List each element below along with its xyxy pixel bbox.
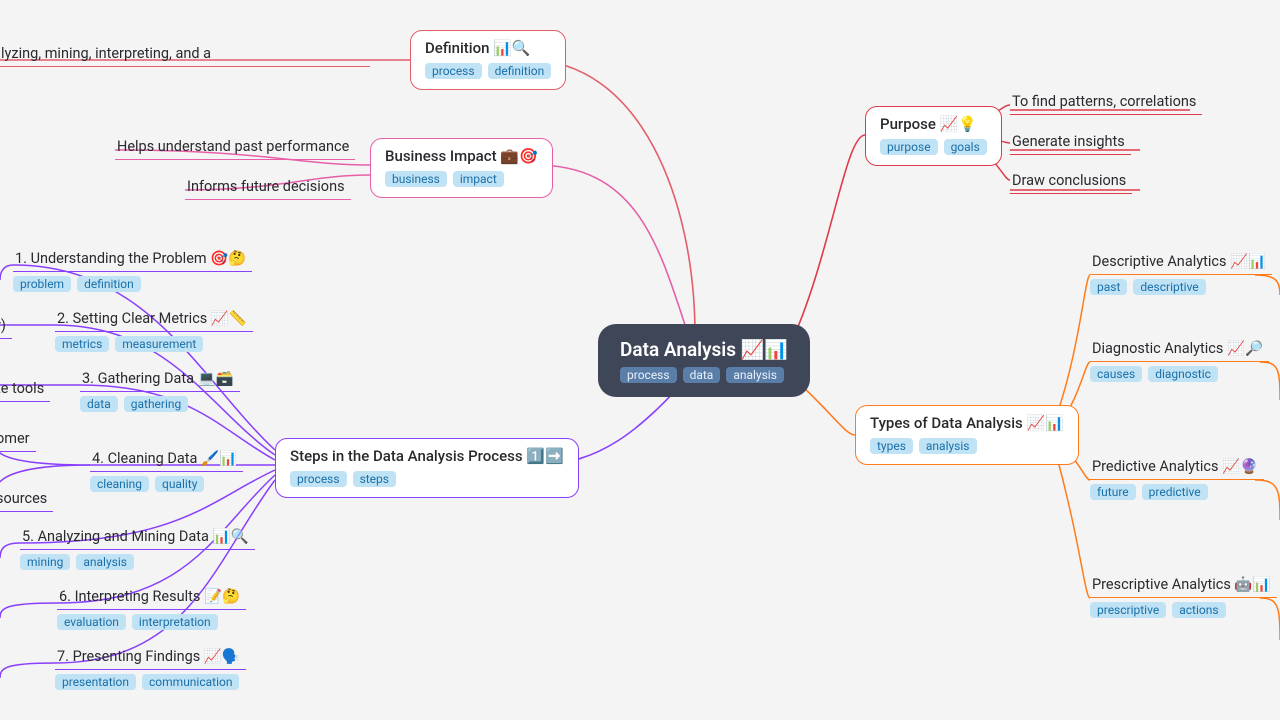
tag: purpose xyxy=(880,139,938,155)
tag: impact xyxy=(453,171,504,187)
tag: gathering xyxy=(124,396,189,412)
tag: analysis xyxy=(919,438,977,454)
node-types[interactable]: Types of Data Analysis 📈📊 types analysis xyxy=(855,405,1079,465)
fragment-omer: omer xyxy=(0,430,36,452)
leaf-types-3[interactable]: Predictive Analytics 📈🔮 future predictive xyxy=(1090,458,1264,500)
node-definition[interactable]: Definition 📊🔍 process definition xyxy=(410,30,566,90)
leaf-label: 6. Interpreting Results 📝🤔 xyxy=(57,588,246,610)
leaf-step-5[interactable]: 5. Analyzing and Mining Data 📊🔍 mining an… xyxy=(20,528,255,570)
tag: goals xyxy=(944,139,987,155)
node-tags: types analysis xyxy=(870,438,1064,454)
leaf-label: To find patterns, correlations xyxy=(1010,93,1202,115)
node-purpose[interactable]: Purpose 📈💡 purpose goals xyxy=(865,106,1002,166)
node-tags: process steps xyxy=(290,471,564,487)
leaf-definition-text[interactable]: of gathering, cleaning, analyzing, minin… xyxy=(0,45,370,67)
leaf-step-1[interactable]: 1. Understanding the Problem 🎯🤔 problem d… xyxy=(13,250,252,292)
tag: process xyxy=(290,471,347,487)
node-tags: purpose goals xyxy=(880,139,987,155)
leaf-types-4[interactable]: Prescriptive Analytics 🤖📊 prescriptive ac… xyxy=(1090,576,1277,618)
leaf-purpose-1[interactable]: To find patterns, correlations xyxy=(1010,93,1202,115)
leaf-label: Prescriptive Analytics 🤖📊 xyxy=(1090,576,1277,598)
node-tags: business impact xyxy=(385,171,538,187)
leaf-label: 5. Analyzing and Mining Data 📊🔍 xyxy=(20,528,255,550)
tag: steps xyxy=(353,471,396,487)
tag: evaluation xyxy=(57,614,126,630)
tag: predictive xyxy=(1142,484,1208,500)
node-title: Steps in the Data Analysis Process 1️⃣➡️ xyxy=(290,447,564,465)
tag: metrics xyxy=(55,336,109,352)
leaf-label: Informs future decisions xyxy=(185,178,351,200)
tag: analysis xyxy=(726,367,784,383)
node-business-impact[interactable]: Business Impact 💼🎯 business impact xyxy=(370,138,553,198)
mindmap-canvas[interactable]: Data Analysis 📈📊 process data analysis D… xyxy=(0,0,1280,720)
leaf-label: Predictive Analytics 📈🔮 xyxy=(1090,458,1264,480)
leaf-step-4[interactable]: 4. Cleaning Data 🖌️📊 cleaning quality xyxy=(90,450,243,492)
root-title: Data Analysis 📈📊 xyxy=(620,338,788,361)
leaf-step-7[interactable]: 7. Presenting Findings 📈🗣️ presentation c… xyxy=(55,648,246,690)
tag: future xyxy=(1090,484,1136,500)
leaf-label: Draw conclusions xyxy=(1010,172,1132,194)
leaf-types-2[interactable]: Diagnostic Analytics 📈🔎 causes diagnostic xyxy=(1090,340,1269,382)
leaf-label: 3. Gathering Data 💻🗃️ xyxy=(80,370,240,392)
tag: presentation xyxy=(55,674,136,690)
fragment-tools: te tools xyxy=(0,380,50,402)
tag: diagnostic xyxy=(1148,366,1218,382)
fragment-r: r) xyxy=(0,317,12,339)
tag: definition xyxy=(488,63,552,79)
tag: analysis xyxy=(76,554,134,570)
tag: types xyxy=(870,438,913,454)
leaf-label: 2. Setting Clear Metrics 📈📏 xyxy=(55,310,253,332)
fragment-text: r) xyxy=(0,317,12,339)
node-title: Business Impact 💼🎯 xyxy=(385,147,538,165)
leaf-step-3[interactable]: 3. Gathering Data 💻🗃️ data gathering xyxy=(80,370,240,412)
leaf-step-6[interactable]: 6. Interpreting Results 📝🤔 evaluation int… xyxy=(57,588,246,630)
node-steps[interactable]: Steps in the Data Analysis Process 1️⃣➡️… xyxy=(275,438,579,498)
tag: actions xyxy=(1172,602,1225,618)
node-title: Types of Data Analysis 📈📊 xyxy=(870,414,1064,432)
node-tags: process definition xyxy=(425,63,551,79)
fragment-sources: sources xyxy=(0,490,53,512)
node-title: Purpose 📈💡 xyxy=(880,115,987,133)
leaf-purpose-2[interactable]: Generate insights xyxy=(1010,133,1131,155)
tag: communication xyxy=(142,674,239,690)
tag: causes xyxy=(1090,366,1142,382)
leaf-label: Helps understand past performance xyxy=(115,138,355,160)
leaf-business-2[interactable]: Informs future decisions xyxy=(185,178,351,200)
tag: process xyxy=(425,63,482,79)
leaf-label: Diagnostic Analytics 📈🔎 xyxy=(1090,340,1269,362)
leaf-label: Descriptive Analytics 📈📊 xyxy=(1090,253,1272,275)
leaf-business-1[interactable]: Helps understand past performance xyxy=(115,138,355,160)
leaf-step-2[interactable]: 2. Setting Clear Metrics 📈📏 metrics measu… xyxy=(55,310,253,352)
fragment-text: sources xyxy=(0,490,53,512)
leaf-label: of gathering, cleaning, analyzing, minin… xyxy=(0,45,370,67)
tag: interpretation xyxy=(132,614,218,630)
leaf-label: 1. Understanding the Problem 🎯🤔 xyxy=(13,250,252,272)
root-node[interactable]: Data Analysis 📈📊 process data analysis xyxy=(598,324,810,397)
tag: business xyxy=(385,171,447,187)
leaf-types-1[interactable]: Descriptive Analytics 📈📊 past descriptive xyxy=(1090,253,1272,295)
leaf-label: Generate insights xyxy=(1010,133,1131,155)
leaf-label: 7. Presenting Findings 📈🗣️ xyxy=(55,648,246,670)
tag: quality xyxy=(155,476,204,492)
fragment-text: te tools xyxy=(0,380,50,402)
root-tags: process data analysis xyxy=(620,367,788,383)
tag: prescriptive xyxy=(1090,602,1166,618)
tag: problem xyxy=(13,276,71,292)
tag: descriptive xyxy=(1133,279,1205,295)
node-title: Definition 📊🔍 xyxy=(425,39,551,57)
tag: data xyxy=(683,367,721,383)
tag: definition xyxy=(77,276,141,292)
leaf-purpose-3[interactable]: Draw conclusions xyxy=(1010,172,1132,194)
tag: cleaning xyxy=(90,476,149,492)
tag: measurement xyxy=(115,336,203,352)
leaf-label: 4. Cleaning Data 🖌️📊 xyxy=(90,450,243,472)
tag: mining xyxy=(20,554,70,570)
tag: data xyxy=(80,396,118,412)
fragment-text: omer xyxy=(0,430,36,452)
tag: process xyxy=(620,367,677,383)
tag: past xyxy=(1090,279,1127,295)
